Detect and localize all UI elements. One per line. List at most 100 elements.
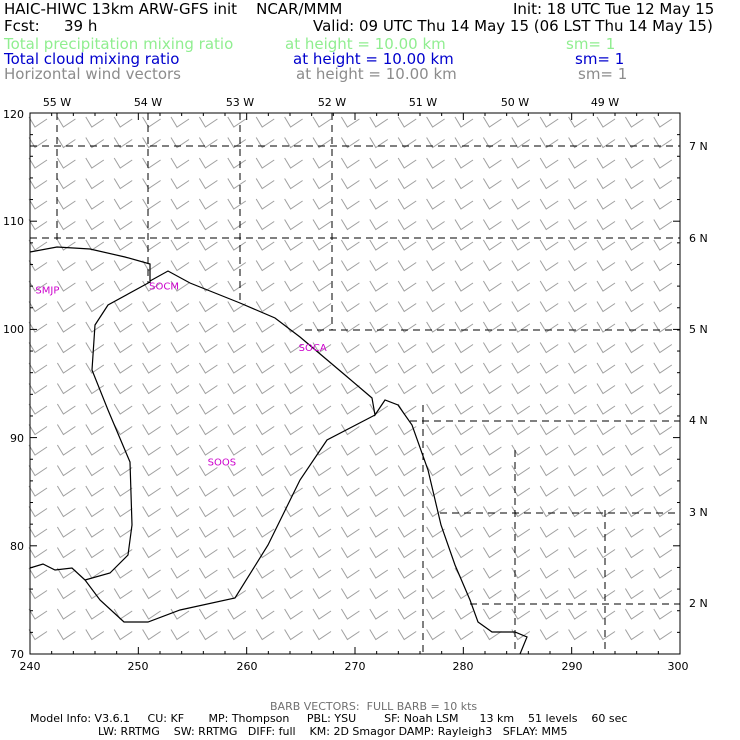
- wind-barb: [596, 219, 616, 231]
- wind-barb: [369, 321, 389, 333]
- wind-barb: [255, 178, 275, 190]
- field-level-precip: at height = 10.00 km: [285, 35, 446, 53]
- wind-barb: [482, 116, 502, 128]
- wind-barb: [624, 465, 644, 477]
- wind-barb: [482, 547, 502, 559]
- wind-barb: [113, 403, 133, 415]
- wind-barb: [255, 485, 275, 497]
- wind-barb: [482, 383, 502, 395]
- wind-barb: [511, 526, 531, 538]
- wind-barb: [227, 239, 247, 251]
- wind-barb: [454, 485, 474, 497]
- wind-barb: [113, 219, 133, 231]
- wind-barb: [568, 116, 587, 128]
- wind-barb: [369, 383, 389, 395]
- wind-barb: [624, 629, 644, 641]
- wind-barb: [624, 198, 644, 210]
- wind-barb: [340, 547, 360, 559]
- wind-barb: [312, 547, 332, 559]
- wind-barb: [142, 219, 161, 231]
- wind-barb: [369, 198, 389, 210]
- wind-barb: [142, 383, 161, 395]
- wind-barb: [56, 342, 76, 354]
- wind-barb: [397, 567, 417, 579]
- wind-barb: [170, 629, 190, 641]
- wind-barb: [312, 280, 332, 292]
- wind-barb: [85, 485, 105, 497]
- wind-barb: [227, 198, 247, 210]
- wind-barb: [568, 403, 587, 415]
- wind-barb: [28, 424, 48, 436]
- wind-barb: [113, 342, 133, 354]
- wind-barb: [284, 506, 303, 518]
- wind-barb: [198, 506, 218, 518]
- wind-barb: [340, 321, 360, 333]
- wind-barb: [397, 362, 417, 374]
- wind-barb: [255, 116, 275, 128]
- wind-barb: [142, 137, 161, 149]
- wind-barb: [255, 239, 275, 251]
- wind-barb: [227, 465, 247, 477]
- wind-barb: [653, 342, 673, 354]
- wind-barb: [142, 465, 161, 477]
- wind-barb: [255, 342, 275, 354]
- wind-barb: [340, 567, 360, 579]
- wind-barb: [255, 301, 275, 313]
- wind-barb: [312, 485, 332, 497]
- wind-barb: [227, 485, 247, 497]
- wind-barb: [624, 137, 644, 149]
- x-tick-label: 300: [668, 660, 689, 673]
- wind-barb: [113, 239, 133, 251]
- wind-barb: [284, 260, 303, 272]
- wind-barb: [198, 280, 218, 292]
- wind-barb: [284, 403, 303, 415]
- wind-barb: [56, 157, 76, 169]
- wind-barb: [624, 301, 644, 313]
- lon-label: 54 W: [134, 96, 162, 109]
- wind-barb: [454, 321, 474, 333]
- wind-barb: [85, 198, 105, 210]
- wind-barb: [198, 424, 218, 436]
- wind-barb: [28, 260, 48, 272]
- wind-barb: [653, 629, 673, 641]
- wind-barb: [426, 485, 445, 497]
- wind-barb: [454, 403, 474, 415]
- station-label: SOOS: [208, 458, 236, 469]
- wind-barb: [653, 485, 673, 497]
- wind-barb: [653, 506, 673, 518]
- wind-barb: [624, 157, 644, 169]
- wind-barb: [113, 424, 133, 436]
- wind-barb: [624, 362, 644, 374]
- wind-barb: [142, 485, 161, 497]
- wind-barb: [369, 137, 389, 149]
- wind-barb: [113, 588, 133, 600]
- wind-barb: [624, 342, 644, 354]
- wind-barb: [56, 506, 76, 518]
- wind-barb: [170, 383, 190, 395]
- wind-barb: [482, 608, 502, 620]
- wind-barb: [198, 526, 218, 538]
- wind-barb: [113, 629, 133, 641]
- axis-ticks: [29, 112, 681, 655]
- wind-barb: [198, 219, 218, 231]
- wind-barb: [28, 137, 48, 149]
- wind-barb: [653, 547, 673, 559]
- wind-barb: [340, 301, 360, 313]
- wind-barb: [198, 608, 218, 620]
- wind-barb: [482, 198, 502, 210]
- wind-barb: [142, 239, 161, 251]
- wind-barb: [312, 506, 332, 518]
- wind-barb: [596, 239, 616, 251]
- wind-barb: [28, 116, 48, 128]
- wind-barb: [596, 567, 616, 579]
- wind-barb: [596, 383, 616, 395]
- wind-barb: [142, 567, 161, 579]
- wind-barb: [340, 424, 360, 436]
- wind-barb: [568, 260, 587, 272]
- wind-barb: [482, 403, 502, 415]
- wind-barb: [482, 321, 502, 333]
- wind-barb: [624, 239, 644, 251]
- wind-barb: [596, 157, 616, 169]
- wind-barb: [85, 280, 105, 292]
- lat-label: 2 N: [689, 597, 708, 610]
